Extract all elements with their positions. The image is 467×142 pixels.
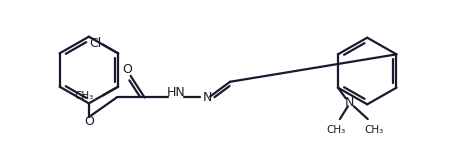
Text: CH₃: CH₃	[326, 125, 346, 135]
Text: N: N	[345, 96, 354, 109]
Text: N: N	[203, 91, 212, 104]
Text: CH₃: CH₃	[74, 90, 94, 101]
Text: HN: HN	[167, 86, 186, 99]
Text: O: O	[123, 62, 133, 76]
Text: Cl: Cl	[90, 37, 102, 50]
Text: O: O	[84, 115, 94, 129]
Text: CH₃: CH₃	[364, 125, 383, 135]
